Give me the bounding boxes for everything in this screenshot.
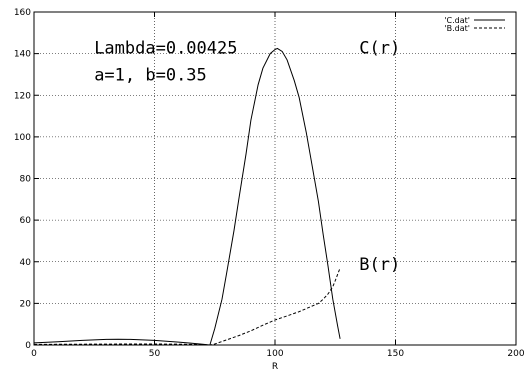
grid-lines — [34, 12, 516, 345]
y-tick-label: 80 — [20, 175, 32, 185]
annotation-text: a=1, b=0.35 — [94, 65, 207, 85]
x-axis-label: R — [272, 362, 278, 372]
y-tick-label: 20 — [20, 299, 32, 309]
x-tick-label: 200 — [507, 349, 524, 359]
axis-ticks: 0 20 40 60 80 100 120 140 160 0 50 100 150 200 — [14, 8, 525, 359]
series-lines — [33, 47, 341, 346]
y-tick-label: 0 — [25, 341, 31, 351]
x-tick-label: 0 — [31, 349, 37, 359]
annotation-text: C(r) — [359, 38, 400, 58]
series-line-c — [33, 47, 341, 346]
y-tick-label: 60 — [20, 216, 32, 226]
x-tick-label: 150 — [387, 349, 404, 359]
y-tick-label: 160 — [14, 8, 31, 18]
legend-label: 'C.dat' — [444, 16, 470, 25]
legend: 'C.dat''B.dat' — [444, 16, 505, 33]
y-tick-label: 140 — [14, 50, 31, 60]
annotations: Lambda=0.00425 a=1, b=0.35 C(r) B(r) — [94, 38, 400, 274]
y-tick-label: 100 — [14, 133, 31, 143]
annotation-text: Lambda=0.00425 — [94, 38, 237, 58]
x-tick-label: 100 — [266, 349, 283, 359]
y-tick-label: 40 — [20, 258, 32, 268]
x-tick-label: 50 — [149, 349, 161, 359]
legend-label: 'B.dat' — [444, 24, 470, 33]
y-tick-label: 120 — [14, 91, 31, 101]
series-line-b — [33, 267, 341, 346]
annotation-text: B(r) — [359, 255, 400, 275]
